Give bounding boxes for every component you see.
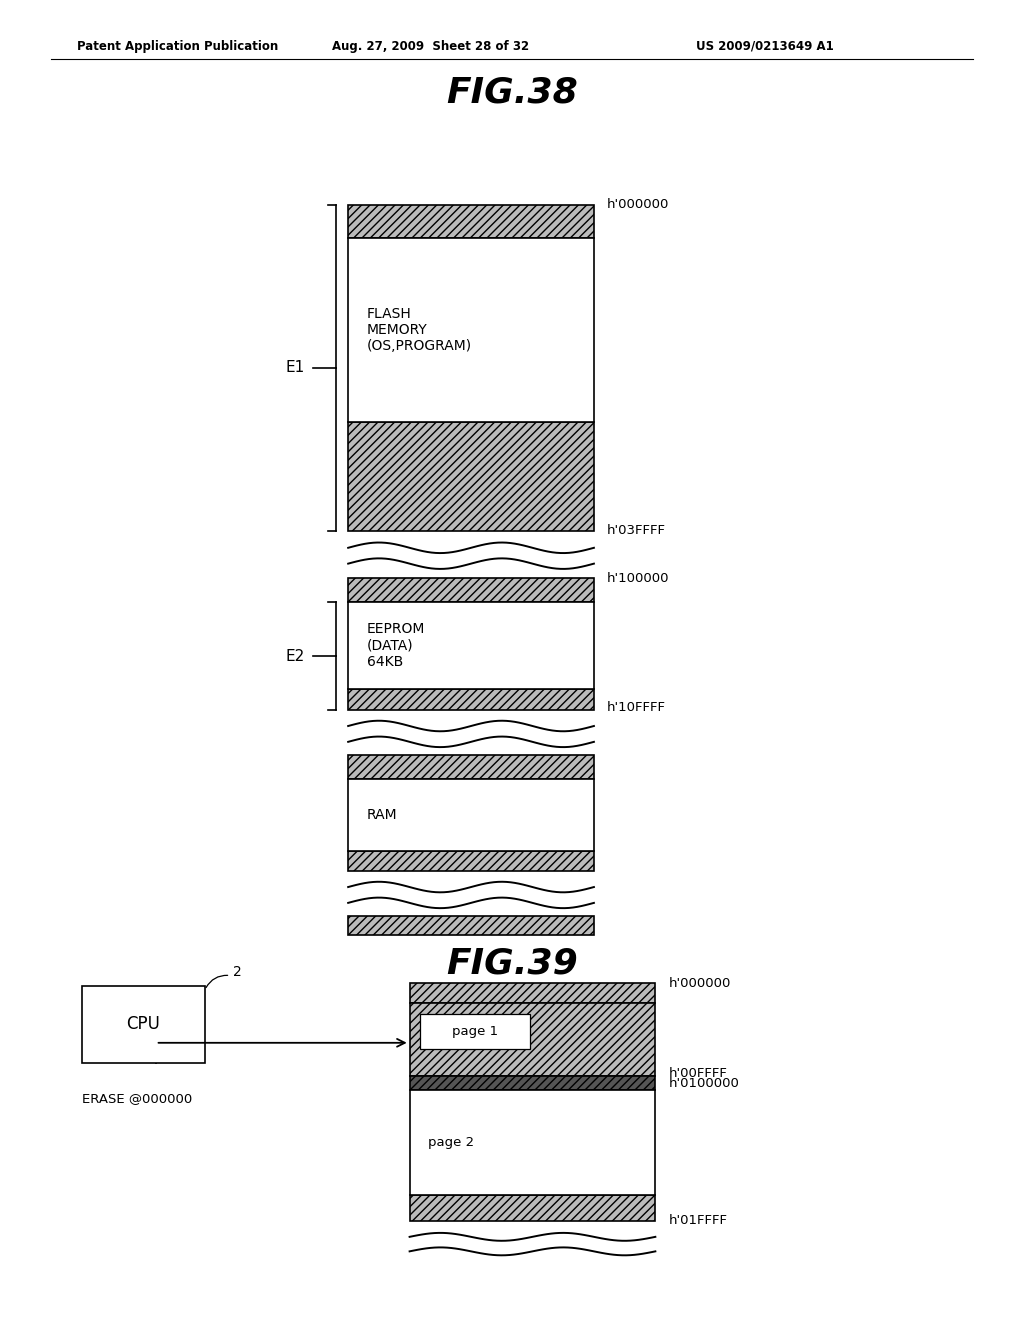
Text: EEPROM
(DATA)
64KB: EEPROM (DATA) 64KB	[367, 622, 425, 669]
Text: h'100000: h'100000	[607, 572, 670, 585]
Text: FIG.39: FIG.39	[446, 946, 578, 981]
Text: h'10FFFF: h'10FFFF	[607, 701, 667, 714]
Text: FIG.38: FIG.38	[446, 75, 578, 110]
Text: RAM: RAM	[367, 808, 397, 822]
Text: E1: E1	[286, 360, 305, 375]
Bar	[410, 1090, 655, 1195]
Text: h'000000: h'000000	[607, 198, 670, 211]
Bar	[420, 1014, 530, 1049]
Text: Aug. 27, 2009  Sheet 28 of 32: Aug. 27, 2009 Sheet 28 of 32	[332, 40, 528, 53]
Bar	[348, 851, 594, 871]
Text: page 1: page 1	[452, 1026, 499, 1038]
Text: US 2009/0213649 A1: US 2009/0213649 A1	[696, 40, 835, 53]
Bar	[348, 205, 594, 238]
Text: h'01FFFF: h'01FFFF	[669, 1214, 728, 1228]
Bar	[410, 1003, 655, 1076]
Bar	[348, 578, 594, 602]
Text: 2: 2	[233, 965, 243, 979]
Bar	[410, 1195, 655, 1221]
Bar	[348, 755, 594, 779]
Bar	[348, 422, 594, 531]
Text: CPU: CPU	[126, 1015, 161, 1034]
Bar	[348, 238, 594, 422]
Bar	[348, 602, 594, 689]
Text: FLASH
MEMORY
(OS,PROGRAM): FLASH MEMORY (OS,PROGRAM)	[367, 306, 472, 354]
Text: ERASE @000000: ERASE @000000	[82, 1092, 193, 1105]
Text: E2: E2	[286, 648, 305, 664]
Text: Patent Application Publication: Patent Application Publication	[77, 40, 279, 53]
Text: h'00FFFF: h'00FFFF	[669, 1067, 727, 1080]
Bar	[348, 689, 594, 710]
Text: page 2: page 2	[428, 1137, 474, 1148]
Bar	[82, 986, 205, 1063]
Text: h'000000: h'000000	[669, 977, 731, 990]
Bar	[348, 779, 594, 851]
Bar	[410, 1076, 655, 1090]
Text: h'0100000: h'0100000	[669, 1077, 739, 1090]
Bar	[348, 916, 594, 935]
Bar	[410, 983, 655, 1003]
Text: h'03FFFF: h'03FFFF	[607, 524, 667, 537]
